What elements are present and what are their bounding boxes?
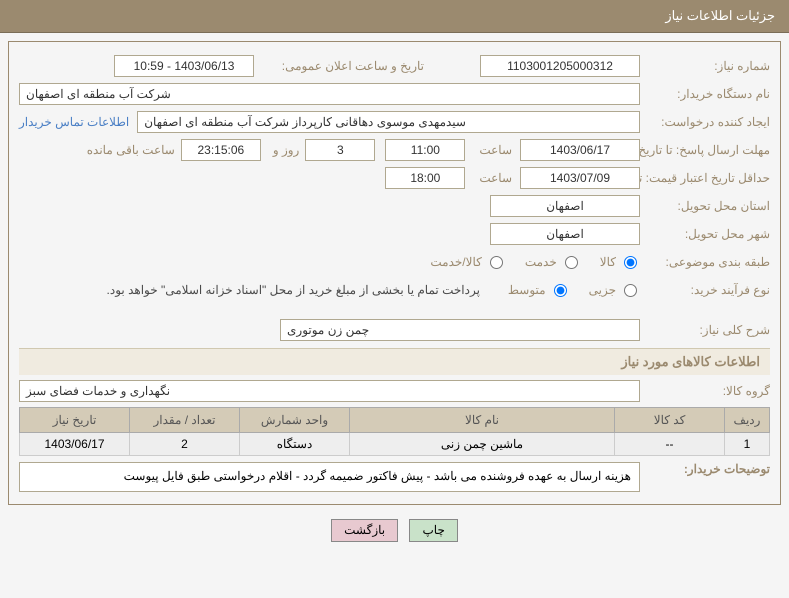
cell-row: 1 (725, 433, 770, 456)
validity-time-label: ساعت (473, 171, 512, 185)
need-no-value: 1103001205000312 (480, 55, 640, 77)
goods-section-title: اطلاعات کالاهای مورد نیاز (19, 348, 770, 375)
deadline-remain-label: ساعت باقی مانده (81, 143, 175, 157)
category-opt1: کالا (600, 255, 616, 269)
requester-label: ایجاد کننده درخواست: (640, 115, 770, 129)
button-row: چاپ بازگشت (0, 513, 789, 542)
delivery-province-label: استان محل تحویل: (640, 199, 770, 213)
th-name: نام کالا (350, 408, 615, 433)
th-date: تاریخ نیاز (20, 408, 130, 433)
goods-group-value: نگهداری و خدمات فضای سبز (19, 380, 640, 402)
cell-code: -- (615, 433, 725, 456)
buyer-note-value: هزینه ارسال به عهده فروشنده می باشد - پی… (19, 462, 640, 492)
category-radio-goods[interactable] (624, 256, 637, 269)
print-button[interactable]: چاپ (409, 519, 457, 542)
buyer-org-label: نام دستگاه خریدار: (640, 87, 770, 101)
validity-label: حداقل تاریخ اعتبار قیمت: تا تاریخ: (640, 171, 770, 185)
deadline-remain: 23:15:06 (181, 139, 261, 161)
th-qty: تعداد / مقدار (130, 408, 240, 433)
deadline-label: مهلت ارسال پاسخ: تا تاریخ: (640, 143, 770, 157)
need-title-value: چمن زن موتوری (280, 319, 640, 341)
category-opt2: خدمت (525, 255, 557, 269)
category-radio-service[interactable] (565, 256, 578, 269)
buyer-note-label: توضیحات خریدار: (640, 462, 770, 476)
th-code: کد کالا (615, 408, 725, 433)
category-opt3: کالا/خدمت (430, 255, 481, 269)
need-no-label: شماره نیاز: (640, 59, 770, 73)
cell-unit: دستگاه (240, 433, 350, 456)
delivery-province-value: اصفهان (490, 195, 640, 217)
delivery-city-value: اصفهان (490, 223, 640, 245)
cell-date: 1403/06/17 (20, 433, 130, 456)
goods-group-label: گروه کالا: (640, 384, 770, 398)
th-row: ردیف (725, 408, 770, 433)
validity-date: 1403/07/09 (520, 167, 640, 189)
announce-label: تاریخ و ساعت اعلان عمومی: (254, 59, 424, 73)
process-radio-medium[interactable] (554, 284, 567, 297)
announce-value: 1403/06/13 - 10:59 (114, 55, 254, 77)
category-label: طبقه بندی موضوعی: (640, 255, 770, 269)
deadline-time-label: ساعت (473, 143, 512, 157)
process-radio-small[interactable] (624, 284, 637, 297)
table-row: 1 -- ماشین چمن زنی دستگاه 2 1403/06/17 (20, 433, 770, 456)
process-label: نوع فرآیند خرید: (640, 283, 770, 297)
goods-table: ردیف کد کالا نام کالا واحد شمارش تعداد /… (19, 407, 770, 456)
main-panel: شماره نیاز: 1103001205000312 تاریخ و ساع… (8, 41, 781, 505)
th-unit: واحد شمارش (240, 408, 350, 433)
delivery-city-label: شهر محل تحویل: (640, 227, 770, 241)
category-radio-both[interactable] (490, 256, 503, 269)
requester-value: سیدمهدی موسوی دهاقانی کارپرداز شرکت آب م… (137, 111, 640, 133)
back-button[interactable]: بازگشت (331, 519, 398, 542)
process-opt1: جزیی (589, 283, 616, 297)
need-title-label: شرح کلی نیاز: (640, 323, 770, 337)
deadline-days: 3 (305, 139, 375, 161)
buyer-contact-link[interactable]: اطلاعات تماس خریدار (19, 115, 129, 129)
cell-name: ماشین چمن زنی (350, 433, 615, 456)
panel-header: جزئیات اطلاعات نیاز (0, 0, 789, 33)
validity-time: 18:00 (385, 167, 465, 189)
process-opt2: متوسط (508, 283, 546, 297)
buyer-org-value: شرکت آب منطقه ای اصفهان (19, 83, 640, 105)
deadline-days-label: روز و (267, 143, 300, 157)
deadline-time: 11:00 (385, 139, 465, 161)
cell-qty: 2 (130, 433, 240, 456)
deadline-date: 1403/06/17 (520, 139, 640, 161)
process-note: پرداخت تمام یا بخشی از مبلغ خرید از محل … (107, 283, 480, 297)
